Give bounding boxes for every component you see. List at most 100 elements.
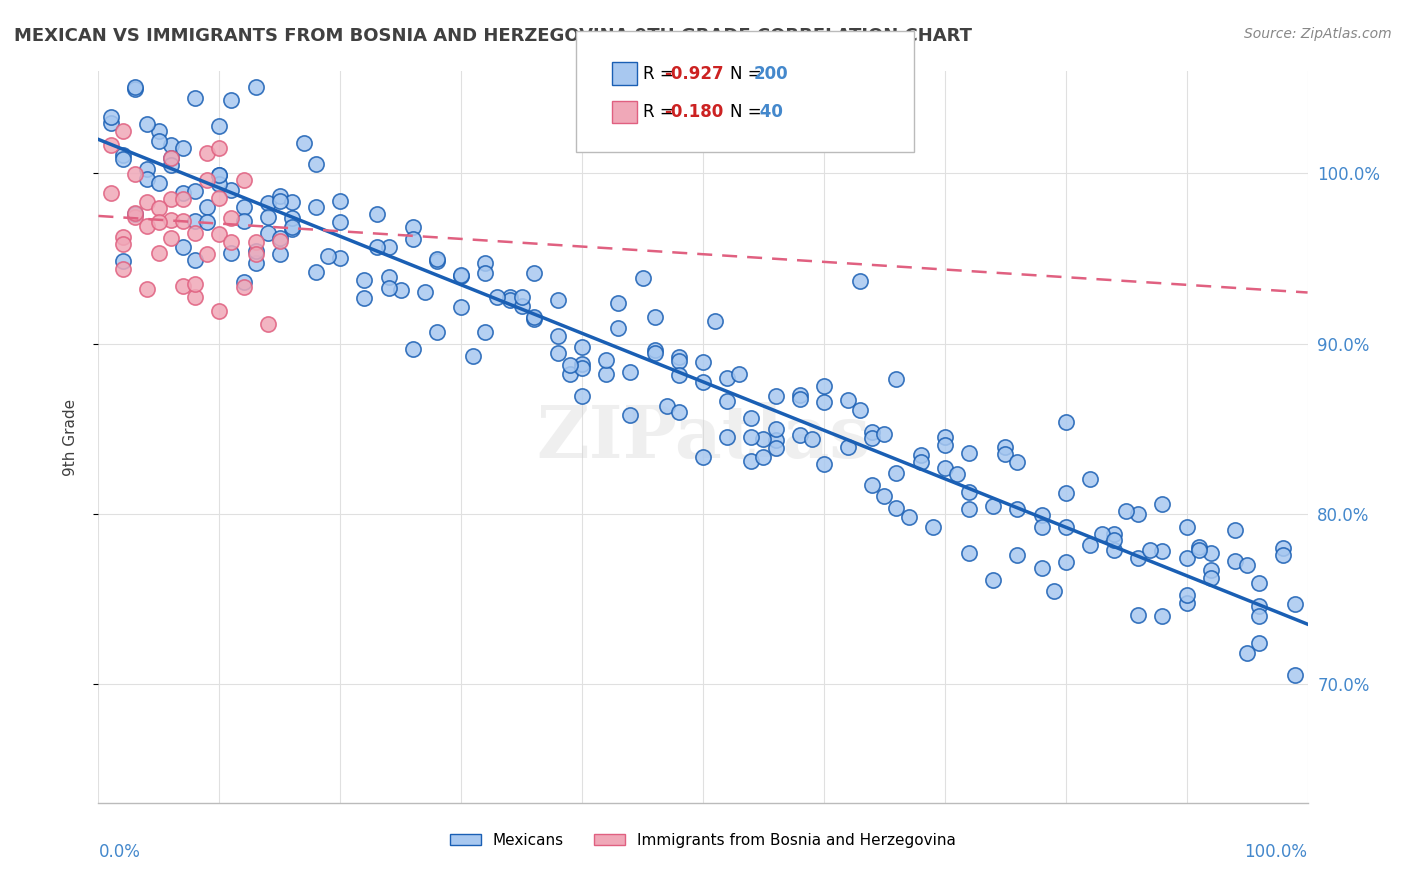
- Point: [1054, 485, 1077, 500]
- Point: [644, 343, 666, 357]
- Point: [245, 235, 267, 250]
- Point: [426, 254, 449, 268]
- Point: [1175, 596, 1198, 610]
- Point: [1272, 548, 1295, 562]
- Point: [184, 90, 207, 104]
- Point: [1152, 497, 1174, 511]
- Point: [523, 311, 546, 326]
- Point: [957, 546, 980, 560]
- Point: [740, 454, 762, 468]
- Text: -0.927: -0.927: [664, 65, 723, 83]
- Point: [184, 214, 207, 228]
- Point: [1175, 551, 1198, 566]
- Point: [124, 206, 146, 220]
- Point: [765, 389, 787, 403]
- Point: [1284, 668, 1306, 682]
- Point: [547, 293, 569, 307]
- Point: [1128, 607, 1150, 622]
- Point: [1188, 541, 1211, 555]
- Text: Source: ZipAtlas.com: Source: ZipAtlas.com: [1244, 27, 1392, 41]
- Point: [619, 408, 641, 422]
- Point: [221, 245, 243, 260]
- Point: [1007, 502, 1029, 516]
- Point: [111, 237, 134, 252]
- Point: [208, 177, 231, 191]
- Point: [389, 283, 412, 297]
- Point: [281, 211, 304, 225]
- Point: [100, 110, 122, 124]
- Point: [366, 207, 388, 221]
- Point: [1031, 561, 1053, 575]
- Point: [450, 301, 472, 315]
- Point: [1236, 558, 1258, 572]
- Point: [269, 194, 291, 209]
- Point: [595, 367, 617, 381]
- Point: [994, 447, 1017, 461]
- Point: [474, 266, 496, 280]
- Point: [1175, 588, 1198, 602]
- Point: [366, 240, 388, 254]
- Point: [668, 354, 690, 368]
- Point: [208, 141, 231, 155]
- Point: [607, 320, 630, 334]
- Point: [789, 428, 811, 442]
- Point: [873, 427, 896, 442]
- Point: [184, 252, 207, 267]
- Point: [1272, 541, 1295, 555]
- Point: [195, 214, 218, 228]
- Point: [124, 82, 146, 96]
- Point: [474, 326, 496, 340]
- Point: [160, 138, 183, 153]
- Point: [1175, 520, 1198, 534]
- Point: [377, 240, 399, 254]
- Point: [172, 192, 194, 206]
- Point: [208, 168, 231, 182]
- Point: [1031, 508, 1053, 522]
- Text: 40: 40: [754, 103, 783, 121]
- Point: [269, 230, 291, 244]
- Point: [413, 285, 436, 299]
- Point: [789, 392, 811, 406]
- Point: [498, 293, 520, 307]
- Point: [269, 189, 291, 203]
- Point: [450, 269, 472, 284]
- Text: N =: N =: [730, 65, 766, 83]
- Point: [1223, 523, 1246, 537]
- Point: [765, 433, 787, 447]
- Point: [1054, 416, 1077, 430]
- Point: [752, 433, 775, 447]
- Point: [232, 213, 254, 227]
- Point: [957, 501, 980, 516]
- Legend: Mexicans, Immigrants from Bosnia and Herzegovina: Mexicans, Immigrants from Bosnia and Her…: [444, 827, 962, 854]
- Point: [353, 291, 375, 305]
- Point: [377, 281, 399, 295]
- Point: [981, 499, 1004, 513]
- Point: [571, 357, 593, 371]
- Point: [571, 361, 593, 376]
- Point: [329, 252, 352, 266]
- Point: [124, 210, 146, 224]
- Point: [353, 273, 375, 287]
- Point: [208, 191, 231, 205]
- Point: [172, 279, 194, 293]
- Point: [256, 317, 278, 331]
- Text: N =: N =: [730, 103, 766, 121]
- Point: [1199, 546, 1222, 560]
- Point: [873, 489, 896, 503]
- Point: [245, 247, 267, 261]
- Point: [281, 220, 304, 235]
- Point: [463, 349, 485, 363]
- Point: [135, 171, 157, 186]
- Point: [1249, 636, 1271, 650]
- Point: [111, 124, 134, 138]
- Point: [474, 256, 496, 270]
- Point: [716, 430, 738, 444]
- Point: [644, 310, 666, 325]
- Point: [692, 354, 714, 368]
- Point: [426, 325, 449, 339]
- Point: [111, 253, 134, 268]
- Point: [402, 342, 425, 356]
- Point: [111, 230, 134, 244]
- Point: [184, 277, 207, 291]
- Point: [402, 232, 425, 246]
